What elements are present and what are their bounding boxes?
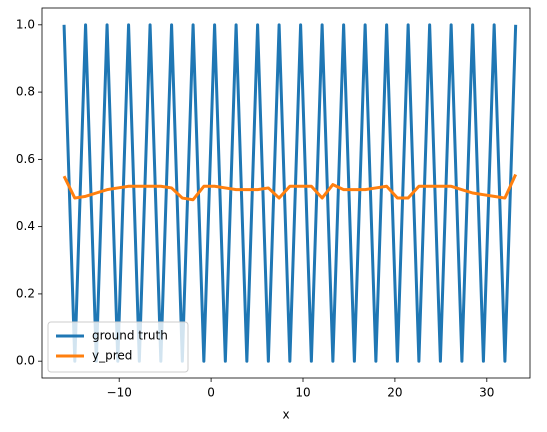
y-tick-label: 0.8 xyxy=(16,85,35,99)
legend-label: y_pred xyxy=(92,349,132,363)
x-tick-label: 10 xyxy=(295,386,310,400)
y-tick-label: 0.0 xyxy=(16,354,35,368)
axes-frame xyxy=(41,7,531,379)
x-tick-label: 20 xyxy=(387,386,402,400)
x-tick-label: 0 xyxy=(207,386,215,400)
x-axis-label: x xyxy=(282,408,289,422)
x-tick-label: −10 xyxy=(107,386,132,400)
x-tick-label: 30 xyxy=(479,386,494,400)
y-tick-label: 0.4 xyxy=(16,219,35,233)
y-tick-label: 1.0 xyxy=(16,17,35,31)
legend-label: ground truth xyxy=(92,329,168,343)
line-series xyxy=(62,23,518,363)
y-tick-label: 0.6 xyxy=(16,152,35,166)
y-tick-label: 0.2 xyxy=(16,286,35,300)
line-series xyxy=(62,173,518,202)
